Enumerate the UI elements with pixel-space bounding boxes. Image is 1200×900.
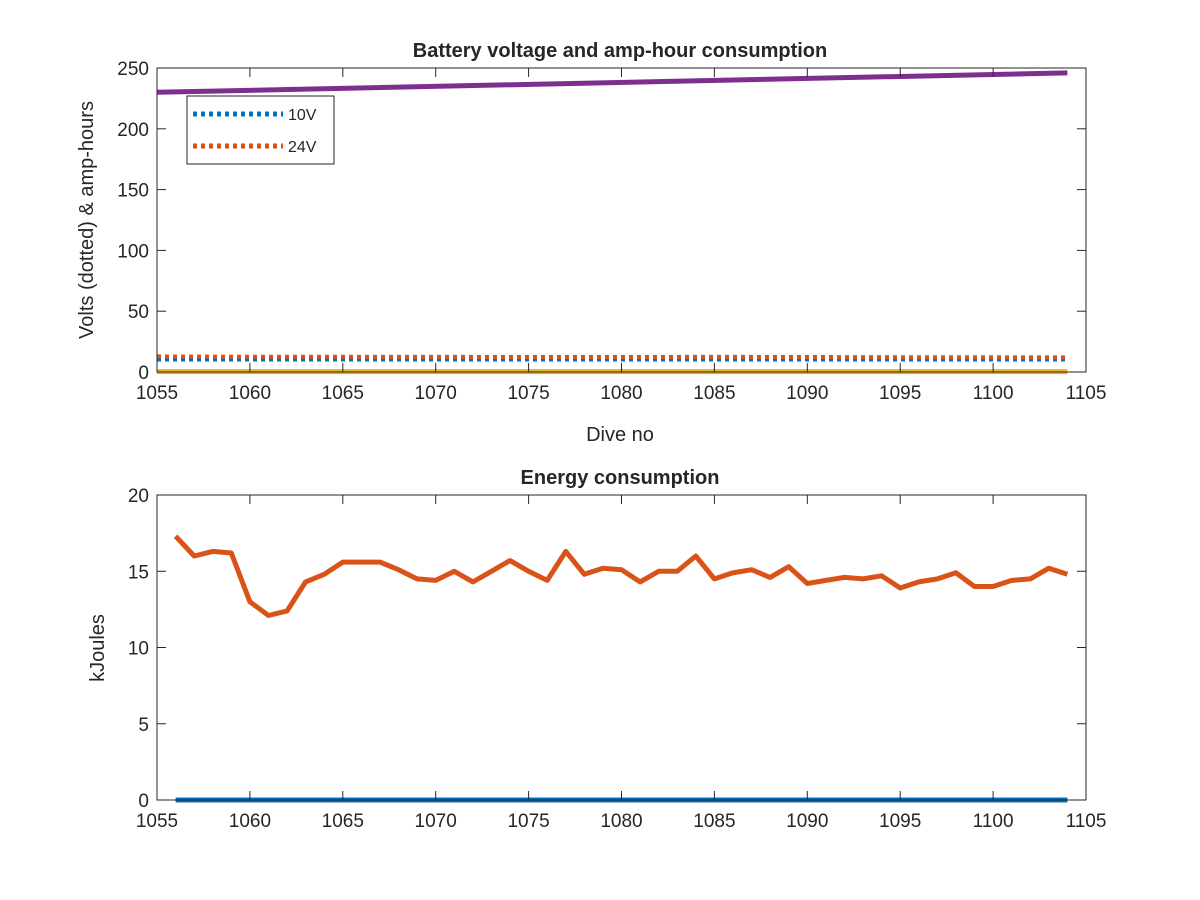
- c2-y-tick-label: 20: [128, 486, 149, 507]
- chart2-y-ticks: 0 5 10 15 20: [128, 486, 1086, 812]
- chart2-y-axis-label: kJoules: [87, 614, 109, 682]
- chart1-y-ticks: 0 50 100 150 200 250: [117, 59, 1086, 384]
- c2-y-tick-label: 5: [138, 715, 149, 736]
- voltage-amphour-chart: Battery voltage and amp-hour consumption…: [76, 40, 1106, 446]
- energy-consumption-chart: Energy consumption 1055 1060 1065 1070 1075 1…: [87, 467, 1106, 832]
- c1-x-tick-label: 1060: [229, 383, 271, 404]
- legend-box: [186, 95, 335, 165]
- c1-x-tick-label: 1055: [136, 383, 178, 404]
- c2-x-tick-label: 1090: [786, 811, 828, 832]
- c1-y-tick-label: 50: [128, 302, 149, 323]
- c2-series-0-line: [173, 534, 1069, 618]
- c1-x-tick-label: 1090: [786, 383, 828, 404]
- c2-x-tick-label: 1095: [879, 811, 921, 832]
- c2-x-tick-label: 1060: [229, 811, 271, 832]
- c1-y-tick-label: 100: [117, 241, 149, 262]
- chart1-x-axis-label: Dive no: [586, 424, 654, 446]
- c1-series-1-line: [156, 354, 1068, 360]
- c2-x-tick-label: 1100: [973, 811, 1014, 832]
- c2-x-tick-label: 1085: [693, 811, 735, 832]
- chart1-x-ticks: 1055 1060 1065 1070 1075 1080 1085 1090 1095 1100…: [136, 68, 1107, 404]
- c2-x-tick-label: 1075: [507, 811, 549, 832]
- c2-x-tick-label: 1065: [322, 811, 364, 832]
- c2-y-tick-label: 15: [128, 562, 149, 583]
- chart1-y-axis-label: Volts (dotted) & amp-hours: [76, 101, 98, 339]
- c1-x-tick-label: 1085: [693, 383, 735, 404]
- c1-y-tick-label: 0: [138, 363, 149, 384]
- c1-x-tick-label: 1065: [322, 383, 364, 404]
- chart1-title: Battery voltage and amp-hour consumption: [413, 40, 827, 62]
- c1-x-tick-label: 1100: [973, 383, 1014, 404]
- c2-x-tick-label: 1070: [415, 811, 457, 832]
- c1-x-tick-label: 1080: [600, 383, 642, 404]
- c1-series-2-line: [156, 70, 1068, 95]
- chart2-plot-lines: [173, 534, 1069, 803]
- legend-label-24v: 24V: [288, 139, 317, 156]
- c1-x-tick-label: 1070: [415, 383, 457, 404]
- c2-x-tick-label: 1055: [136, 811, 178, 832]
- chart2-title: Energy consumption: [521, 467, 720, 489]
- chart1-legend: 10V 24V: [186, 95, 335, 165]
- c2-y-tick-label: 10: [128, 639, 149, 660]
- c1-x-tick-label: 1105: [1066, 383, 1107, 404]
- c1-y-tick-label: 200: [117, 120, 149, 141]
- legend-label-10v: 10V: [288, 107, 317, 124]
- c2-x-tick-label: 1080: [600, 811, 642, 832]
- c1-x-tick-label: 1095: [879, 383, 921, 404]
- chart2-axes-box: [156, 494, 1087, 801]
- c2-y-tick-label: 0: [138, 791, 149, 812]
- c2-x-tick-label: 1105: [1066, 811, 1107, 832]
- c1-y-tick-label: 150: [117, 181, 149, 202]
- chart2-x-ticks: 1055 1060 1065 1070 1075 1080 1085 1090 1095 1100…: [136, 495, 1107, 832]
- c1-x-tick-label: 1075: [507, 383, 549, 404]
- c1-y-tick-label: 250: [117, 59, 149, 80]
